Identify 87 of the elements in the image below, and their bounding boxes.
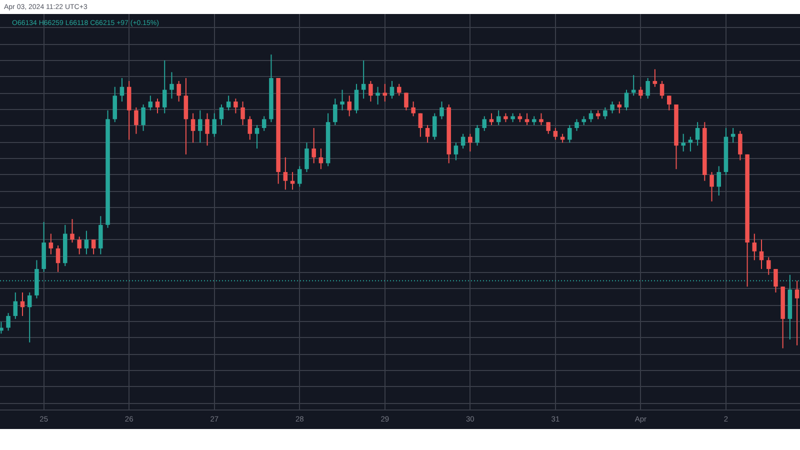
candlestick — [155, 98, 160, 114]
candlestick — [13, 292, 18, 320]
candlestick — [646, 78, 650, 100]
candlestick — [6, 312, 10, 332]
candlestick — [482, 116, 487, 132]
candlestick — [390, 80, 394, 100]
candlestick — [553, 127, 558, 140]
candlestick — [489, 112, 494, 126]
candlestick — [48, 233, 54, 255]
candlestick — [283, 156, 288, 190]
candlestick — [468, 133, 472, 152]
candlestick — [568, 124, 572, 144]
candlestick — [411, 101, 416, 117]
candlestick — [170, 72, 174, 100]
candlestick — [454, 142, 458, 161]
candlestick — [688, 136, 693, 152]
candlestick — [624, 89, 629, 111]
candlestick — [27, 292, 32, 343]
candlestick — [425, 124, 430, 144]
candlestick — [240, 101, 245, 126]
candlestick — [141, 104, 146, 132]
candlestick — [304, 142, 309, 173]
candlestick — [290, 172, 295, 190]
candlestick — [376, 86, 380, 105]
candlestick — [98, 216, 103, 255]
candlestick — [730, 127, 736, 144]
candlestick — [440, 101, 444, 120]
candlestick — [738, 130, 742, 161]
candlestick — [333, 98, 338, 126]
candlestick — [120, 78, 124, 102]
candlestick — [219, 104, 224, 126]
candlestick — [546, 122, 550, 134]
candlestick — [340, 89, 344, 111]
candlestick — [298, 166, 302, 188]
candlestick — [638, 86, 643, 100]
candlestick — [91, 239, 96, 255]
candlestick — [652, 68, 658, 88]
candlestick — [0, 321, 4, 334]
candlestick — [134, 106, 138, 134]
candlestick — [681, 133, 686, 152]
candlestick — [382, 83, 388, 102]
candlestick — [205, 112, 210, 146]
candlestick — [234, 98, 238, 114]
candlestick — [176, 80, 181, 102]
candlestick — [70, 218, 74, 244]
candlestick — [226, 95, 231, 111]
candlestick — [610, 101, 614, 114]
candlestick — [539, 112, 544, 126]
candlestick — [617, 101, 622, 114]
candlestick — [695, 122, 700, 146]
candlestick — [184, 78, 188, 155]
candlestick — [368, 80, 373, 102]
candlestick — [190, 112, 196, 144]
candlestick — [262, 116, 266, 132]
candlestick — [524, 112, 530, 126]
candlestick — [759, 239, 764, 270]
candlestick — [667, 95, 672, 111]
candlestick — [126, 80, 132, 140]
candlestick — [112, 86, 118, 123]
candlestick — [660, 80, 664, 100]
candlestick — [603, 106, 608, 120]
candlestick — [162, 60, 167, 114]
candlestick — [716, 166, 722, 196]
candlestick — [475, 124, 480, 146]
candlestick — [347, 95, 352, 117]
candlestick — [248, 116, 252, 140]
candlestick — [774, 268, 778, 293]
candlestick — [766, 256, 771, 276]
candlestick — [77, 236, 82, 255]
candlestick — [212, 112, 216, 138]
candlestick — [418, 112, 423, 138]
candlestick — [496, 110, 501, 126]
candlestick — [404, 92, 408, 111]
candlestick — [84, 230, 89, 255]
candlestick — [574, 118, 579, 132]
candlestick — [148, 95, 153, 111]
candlestick — [794, 280, 800, 346]
candlestick — [432, 112, 437, 140]
candlestick — [354, 83, 359, 114]
candlestick — [254, 124, 260, 150]
candlestick — [752, 233, 757, 261]
candlestick — [56, 244, 60, 272]
candlestick — [198, 110, 202, 144]
candlestick — [361, 60, 366, 100]
candlestick — [312, 127, 316, 164]
candlestick — [460, 133, 466, 150]
candlestick — [710, 172, 714, 202]
